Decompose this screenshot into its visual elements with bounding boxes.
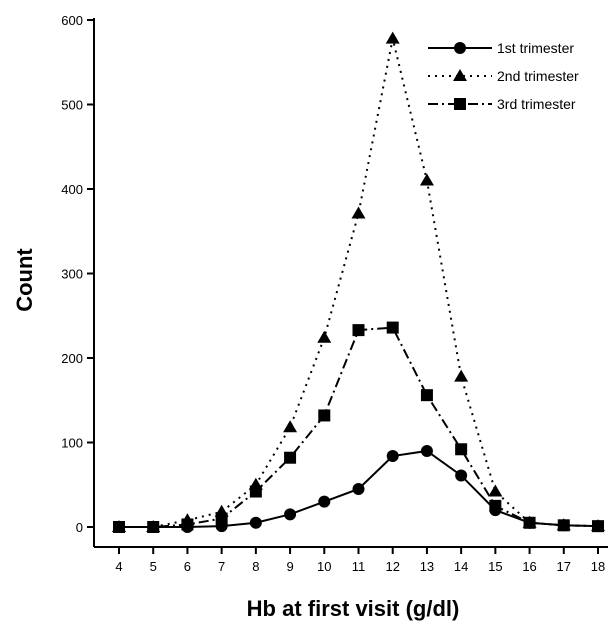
legend-label: 3rd trimester [497, 96, 576, 112]
data-point-circle [352, 482, 365, 495]
data-point-circle [386, 450, 399, 463]
data-point-square [352, 324, 365, 337]
legend-item: 3rd trimester [428, 96, 576, 112]
data-point-square [386, 321, 399, 334]
legend-label: 1st trimester [497, 40, 574, 56]
axes [93, 18, 608, 548]
data-point-triangle [351, 206, 366, 219]
data-point-square [592, 520, 604, 533]
data-point-triangle [385, 31, 400, 44]
data-point-square [318, 409, 331, 422]
data-point-circle [284, 508, 297, 521]
x-axis-title: Hb at first visit (g/dl) [247, 596, 460, 621]
data-point-triangle [419, 173, 434, 186]
x-ticks: 4 5 6 7 8 9 10 11 12 13 14 15 16 17 18 [115, 547, 605, 574]
legend-marker-square [454, 98, 466, 110]
series-layer [112, 31, 605, 533]
y-tick-label: 400 [61, 182, 83, 197]
data-point-triangle [454, 369, 469, 382]
legend-marker-triangle [453, 69, 467, 81]
y-ticks: 0 100 200 300 400 500 600 [61, 13, 94, 535]
x-tick-label: 10 [317, 559, 331, 574]
data-point-square [215, 512, 228, 525]
legend-item: 2nd trimester [428, 68, 579, 84]
data-point-circle [318, 495, 331, 508]
x-tick-label: 6 [184, 559, 191, 574]
y-tick-label: 600 [61, 13, 83, 28]
x-tick-label: 14 [454, 559, 468, 574]
data-point-square [523, 516, 536, 529]
legend-label: 2nd trimester [497, 68, 579, 84]
x-tick-label: 7 [218, 559, 225, 574]
y-tick-label: 0 [76, 520, 83, 535]
data-point-square [181, 518, 194, 531]
data-point-square [455, 443, 468, 456]
data-point-triangle [283, 420, 298, 433]
data-point-triangle [488, 484, 503, 497]
series-line [119, 38, 599, 528]
data-point-square [284, 451, 297, 464]
data-point-circle [420, 444, 433, 457]
x-tick-label: 18 [591, 559, 605, 574]
x-tick-label: 9 [286, 559, 293, 574]
x-tick-label: 4 [115, 559, 122, 574]
x-tick-label: 8 [252, 559, 259, 574]
series-line [119, 326, 599, 528]
data-point-triangle [317, 330, 332, 343]
legend: 1st trimester 2nd trimester 3rd trimester [428, 40, 579, 112]
series-3 [113, 321, 604, 533]
data-point-square [147, 521, 160, 533]
x-tick-label: 17 [557, 559, 571, 574]
x-tick-label: 5 [150, 559, 157, 574]
x-tick-label: 15 [488, 559, 502, 574]
data-point-circle [455, 469, 468, 482]
y-tick-label: 200 [61, 351, 83, 366]
legend-marker-circle [454, 42, 466, 54]
y-axis-title: Count [12, 248, 37, 312]
data-point-square [113, 521, 125, 533]
data-point-square [557, 519, 570, 532]
x-tick-label: 13 [420, 559, 434, 574]
data-point-circle [249, 516, 262, 529]
y-tick-label: 300 [61, 267, 83, 282]
data-point-square [489, 499, 502, 512]
x-tick-label: 12 [385, 559, 399, 574]
data-point-square [249, 485, 262, 498]
y-tick-label: 100 [61, 436, 83, 451]
x-tick-label: 11 [352, 559, 366, 574]
y-tick-label: 500 [61, 98, 83, 113]
legend-item: 1st trimester [428, 40, 574, 56]
x-tick-label: 16 [522, 559, 536, 574]
data-point-square [420, 389, 433, 402]
